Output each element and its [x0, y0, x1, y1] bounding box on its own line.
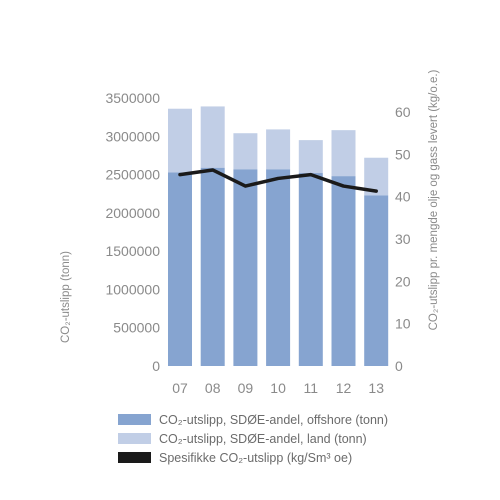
line-layer	[178, 168, 378, 193]
left-axis-ticks: 0 500000 1000000 1500000 2000000 2500000 30000…	[105, 90, 160, 374]
bars-group	[168, 106, 389, 366]
bar-land-07	[168, 108, 192, 173]
bar-offshore-10	[266, 169, 291, 366]
x-tick-12: 12	[336, 380, 352, 396]
x-tick-10: 10	[270, 380, 286, 396]
bar-offshore-11	[298, 173, 323, 366]
bar-land-11	[298, 140, 323, 174]
right-tick-4: 40	[395, 189, 411, 205]
bar-offshore-09	[233, 169, 258, 366]
bar-offshore-13	[364, 195, 389, 366]
x-tick-13: 13	[368, 380, 384, 396]
left-tick-1: 500000	[113, 320, 160, 336]
bar-offshore-07	[168, 172, 192, 366]
right-tick-5: 50	[395, 146, 411, 162]
bar-land-09	[233, 133, 258, 170]
bar-offshore-12	[331, 176, 356, 366]
legend-label-specific: Spesifikke CO₂-utslipp (kg/Sm³ oe)	[159, 450, 353, 465]
right-tick-3: 30	[395, 231, 411, 247]
right-tick-1: 10	[395, 316, 411, 332]
bar-land-10	[266, 129, 291, 170]
left-axis-title: CO₂-utslipp (tonn)	[60, 251, 72, 343]
left-tick-6: 3000000	[105, 128, 160, 144]
legend-item-offshore: CO₂-utslipp, SDØE-andel, offshore (tonn)	[118, 410, 388, 429]
bar-land-08	[200, 106, 225, 168]
left-tick-4: 2000000	[105, 205, 160, 221]
right-axis-ticks: 0 10 20 30 40 50 60	[395, 104, 411, 374]
legend-item-land: CO₂-utslipp, SDØE-andel, land (tonn)	[118, 429, 388, 448]
right-axis-title: CO₂-utslipp pr. mengde olje og gass leve…	[428, 69, 440, 330]
left-tick-2: 1000000	[105, 281, 160, 297]
legend-label-land: CO₂-utslipp, SDØE-andel, land (tonn)	[159, 431, 367, 446]
legend-item-specific: Spesifikke CO₂-utslipp (kg/Sm³ oe)	[118, 448, 388, 467]
right-tick-2: 20	[395, 273, 411, 289]
left-tick-7: 3500000	[105, 90, 160, 106]
legend-swatch-land	[118, 433, 151, 444]
left-tick-0: 0	[152, 358, 160, 374]
bar-land-12	[331, 130, 356, 177]
right-tick-6: 60	[395, 104, 411, 120]
bar-offshore-08	[200, 167, 225, 366]
legend: CO₂-utslipp, SDØE-andel, offshore (tonn)…	[118, 410, 388, 467]
legend-swatch-specific	[118, 452, 151, 463]
x-axis-ticks: 07 08 09 10 11 12 13	[172, 380, 384, 396]
legend-swatch-offshore	[118, 414, 151, 425]
legend-label-offshore: CO₂-utslipp, SDØE-andel, offshore (tonn)	[159, 412, 389, 427]
right-tick-0: 0	[395, 358, 403, 374]
x-tick-11: 11	[304, 380, 319, 396]
x-tick-09: 09	[238, 380, 254, 396]
left-tick-5: 2500000	[105, 167, 160, 183]
x-tick-08: 08	[205, 380, 221, 396]
left-tick-3: 1500000	[105, 243, 160, 259]
x-tick-07: 07	[172, 380, 188, 396]
